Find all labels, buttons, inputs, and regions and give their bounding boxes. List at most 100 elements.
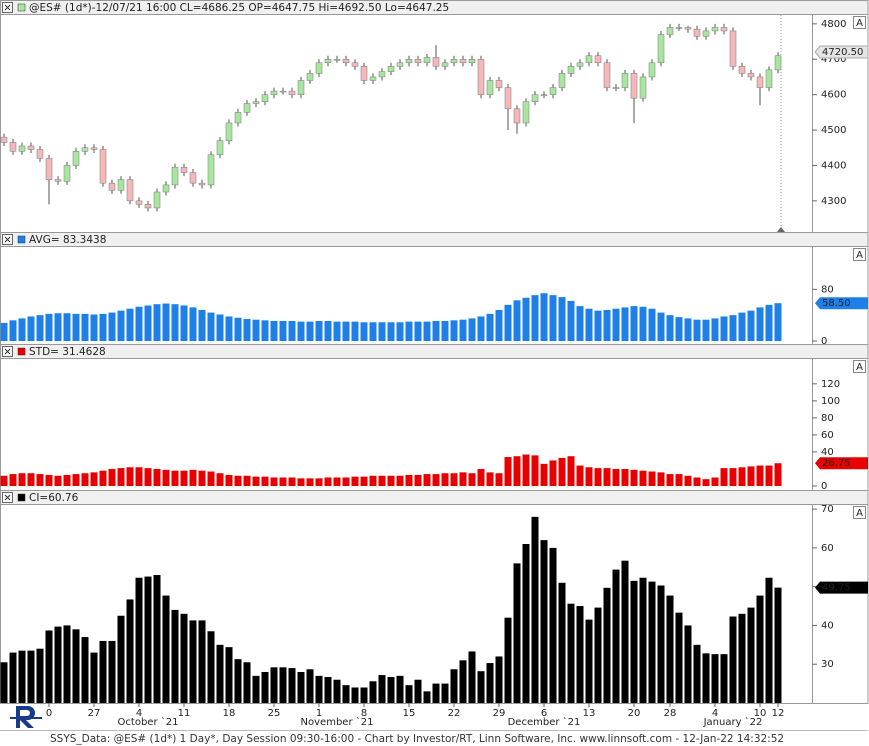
candle-body	[540, 94, 548, 96]
bar	[666, 595, 674, 703]
bar	[108, 468, 116, 486]
bar	[468, 318, 476, 341]
bar	[9, 474, 17, 486]
bar	[189, 469, 197, 486]
bar	[126, 599, 134, 703]
bar	[234, 317, 242, 341]
bar	[747, 607, 755, 703]
bar	[441, 473, 449, 486]
bar	[486, 663, 494, 703]
bar	[387, 475, 395, 486]
bar	[297, 478, 305, 486]
candle-body	[45, 158, 53, 180]
candle-body	[513, 108, 521, 124]
bar	[252, 476, 260, 486]
y-tick-label: 4400	[821, 160, 846, 171]
bar	[504, 617, 512, 703]
bar	[423, 321, 431, 341]
bar	[81, 313, 89, 341]
candle-body	[567, 66, 575, 74]
candle-body	[243, 103, 251, 113]
bar	[243, 475, 251, 486]
x-tick-label: 13	[583, 708, 596, 719]
bar	[567, 300, 575, 341]
candle-body	[360, 66, 368, 81]
bar	[306, 478, 314, 486]
cursor-marker	[777, 227, 785, 232]
bar	[207, 312, 215, 341]
bar	[495, 473, 503, 486]
scale-button-label: A	[856, 508, 863, 519]
bar	[54, 475, 62, 486]
candle-body	[234, 112, 242, 124]
y-tick-label: 4700	[821, 54, 846, 65]
bar	[774, 463, 782, 486]
candle-body	[486, 80, 494, 95]
candle-body	[342, 58, 350, 64]
bar	[558, 457, 566, 486]
bar	[72, 474, 80, 486]
bar	[414, 321, 422, 341]
bar	[27, 473, 35, 486]
candle-body	[639, 76, 647, 99]
candle-body	[333, 58, 341, 61]
bar	[459, 319, 467, 341]
bar	[351, 321, 359, 341]
candle-body	[558, 73, 566, 88]
bar	[90, 314, 98, 341]
bar	[270, 320, 278, 341]
bar	[774, 587, 782, 703]
panel-header	[0, 0, 869, 15]
bar	[189, 620, 197, 703]
bar	[630, 306, 638, 341]
bar	[531, 516, 539, 703]
bar	[603, 587, 611, 703]
y-tick-label: 0	[821, 481, 827, 492]
bar	[513, 300, 521, 341]
candle-body	[477, 58, 485, 95]
candle-body	[81, 147, 89, 152]
bar	[702, 479, 710, 486]
month-label: December `21	[508, 716, 581, 728]
candle-body	[522, 101, 530, 124]
candle-body	[180, 166, 188, 173]
candle-body	[711, 27, 719, 32]
bar	[324, 677, 332, 703]
candle-body	[198, 182, 206, 186]
candle-body	[675, 27, 683, 29]
candle-body	[378, 71, 386, 78]
bar	[333, 321, 341, 341]
bar	[351, 476, 359, 486]
candle-body	[738, 66, 746, 74]
bar	[243, 662, 251, 703]
bar	[459, 472, 467, 486]
bar	[630, 580, 638, 703]
bar	[27, 650, 35, 703]
candle-body	[648, 62, 656, 78]
bar	[405, 321, 413, 341]
bar	[702, 653, 710, 703]
candle-body	[459, 58, 467, 64]
bar	[189, 307, 197, 341]
bar	[135, 306, 143, 341]
bar	[63, 313, 71, 341]
bar	[378, 475, 386, 486]
bar	[333, 477, 341, 486]
panel-title: CI=60.76	[29, 492, 79, 504]
bar	[738, 613, 746, 703]
bar	[270, 477, 278, 486]
bar	[603, 310, 611, 341]
bar	[414, 474, 422, 486]
bar	[738, 312, 746, 341]
bar	[63, 625, 71, 703]
x-tick-label: 6	[541, 708, 547, 719]
bar	[504, 304, 512, 341]
candle-body	[153, 191, 161, 209]
y-tick-label: 120	[821, 379, 840, 390]
bar	[441, 683, 449, 703]
x-tick-label: 12	[772, 708, 785, 719]
bar	[216, 473, 224, 486]
bar	[540, 540, 548, 703]
candle-body	[702, 30, 710, 37]
y-tick-label: 4300	[821, 196, 846, 207]
